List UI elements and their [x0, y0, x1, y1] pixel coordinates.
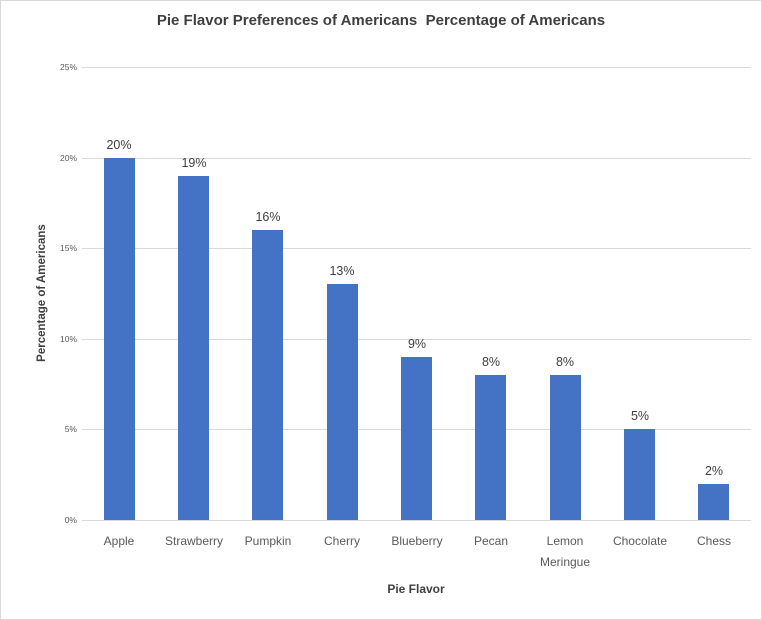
x-axis-title: Pie Flavor	[387, 582, 445, 596]
y-tick-label: 5%	[64, 424, 77, 434]
gridline-25%	[82, 67, 751, 68]
data-label-cherry: 13%	[329, 264, 355, 278]
x-tick-label-strawberry: Strawberry	[164, 534, 223, 548]
x-tick-label-lemon-meringue: Lemon Meringue	[539, 534, 591, 569]
data-label-pecan: 8%	[481, 355, 501, 369]
x-tick-label-chocolate: Chocolate	[612, 534, 668, 548]
x-tick-label-chess: Chess	[696, 534, 731, 548]
bar-cherry	[327, 284, 358, 520]
x-tick-label-cherry: Cherry	[323, 534, 360, 548]
data-label-pumpkin: 16%	[255, 210, 281, 224]
x-tick-label-blueberry: Blueberry	[391, 534, 443, 548]
x-tick-label-pumpkin: Pumpkin	[244, 534, 292, 548]
data-label-blueberry: 9%	[407, 337, 427, 351]
data-label-chocolate: 5%	[630, 409, 650, 423]
gridline-0%	[82, 520, 751, 521]
bar-apple	[104, 158, 135, 520]
gridline-15%	[82, 248, 751, 249]
bar-chess	[698, 484, 729, 520]
bar-pumpkin	[252, 230, 283, 520]
data-label-chess: 2%	[704, 464, 724, 478]
y-tick-label: 15%	[59, 243, 77, 253]
x-tick-label-pecan: Pecan	[473, 534, 509, 548]
bar-pecan	[475, 375, 506, 520]
bar-strawberry	[178, 176, 209, 520]
x-tick-label-apple: Apple	[103, 534, 135, 548]
bar-blueberry	[401, 357, 432, 520]
data-label-lemon-meringue: 8%	[555, 355, 575, 369]
gridline-20%	[82, 158, 751, 159]
y-tick-label: 0%	[64, 515, 77, 525]
y-tick-label: 25%	[59, 62, 77, 72]
bar-chocolate	[624, 429, 655, 520]
data-label-apple: 20%	[106, 138, 132, 152]
gridline-10%	[82, 339, 751, 340]
chart-title: Pie Flavor Preferences of Americans Perc…	[156, 12, 606, 29]
y-tick-label: 20%	[59, 153, 77, 163]
bar-lemon-meringue	[550, 375, 581, 520]
y-tick-label: 10%	[59, 334, 77, 344]
data-label-strawberry: 19%	[181, 156, 207, 170]
